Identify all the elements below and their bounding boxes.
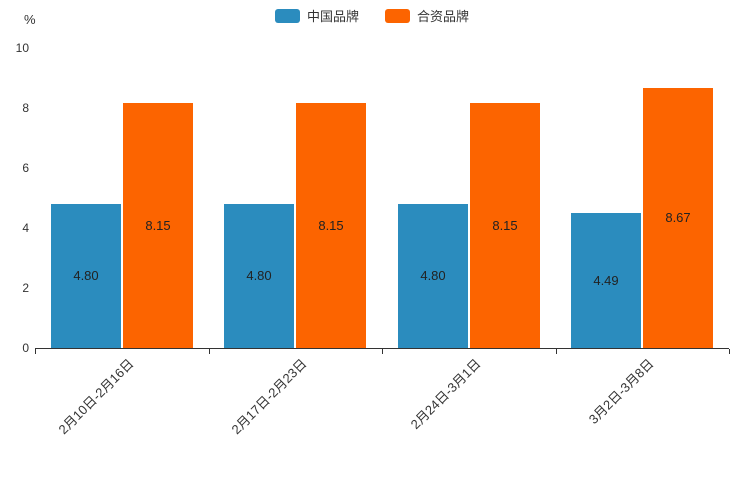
bar-中国品牌-3[interactable] — [571, 213, 641, 348]
bar-合资品牌-1[interactable] — [296, 103, 366, 348]
bar-value-label: 4.80 — [420, 268, 446, 283]
x-axis-label: 3月2日-3月8日 — [585, 356, 657, 427]
y-axis-tick-label: 8 — [22, 101, 29, 115]
legend-swatch-china-brand-icon — [274, 8, 300, 23]
y-axis-tick-label: 4 — [22, 221, 29, 235]
bar-合资品牌-2[interactable] — [470, 103, 540, 348]
x-axis-tick-mark — [209, 349, 210, 354]
bar-value-label: 8.15 — [318, 218, 344, 233]
y-axis-tick-label: 2 — [22, 281, 29, 295]
bar-value-label: 4.49 — [593, 273, 619, 288]
y-axis-tick-label: 6 — [22, 161, 29, 175]
bar-合资品牌-3[interactable] — [643, 88, 713, 348]
legend-item-joint-venture-brand[interactable]: 合资品牌 — [385, 6, 469, 25]
bar-中国品牌-2[interactable] — [398, 204, 468, 348]
x-axis-tick-mark — [556, 349, 557, 354]
x-axis-tick-mark — [729, 349, 730, 354]
x-axis-tick-mark — [382, 349, 383, 354]
x-axis-line — [35, 348, 729, 349]
y-axis-tick-label: 10 — [15, 41, 29, 55]
legend-swatch-joint-venture-brand-icon — [385, 8, 410, 23]
y-axis-tick-label: 0 — [22, 341, 29, 355]
bar-中国品牌-1[interactable] — [224, 204, 294, 348]
x-axis-tick-mark — [35, 349, 36, 354]
bar-value-label: 4.80 — [246, 268, 272, 283]
bar-value-label: 4.80 — [73, 268, 99, 283]
bar-value-label: 8.67 — [665, 210, 691, 225]
legend-item-china-brand[interactable]: 中国品牌 — [274, 6, 359, 25]
x-axis-label: 2月17日-2月23日 — [228, 356, 310, 438]
bar-中国品牌-0[interactable] — [51, 204, 121, 348]
legend: 中国品牌 合资品牌 — [0, 6, 744, 25]
x-axis-label: 2月24日-3月1日 — [407, 356, 484, 433]
bar-value-label: 8.15 — [145, 218, 171, 233]
bar-合资品牌-0[interactable] — [123, 103, 193, 348]
bar-value-label: 8.15 — [492, 218, 518, 233]
legend-label-joint-venture-brand: 合资品牌 — [417, 9, 470, 24]
y-axis-unit-label: % — [24, 12, 36, 27]
legend-label-china-brand: 中国品牌 — [306, 9, 359, 24]
x-axis-label: 2月10日-2月16日 — [55, 356, 137, 438]
